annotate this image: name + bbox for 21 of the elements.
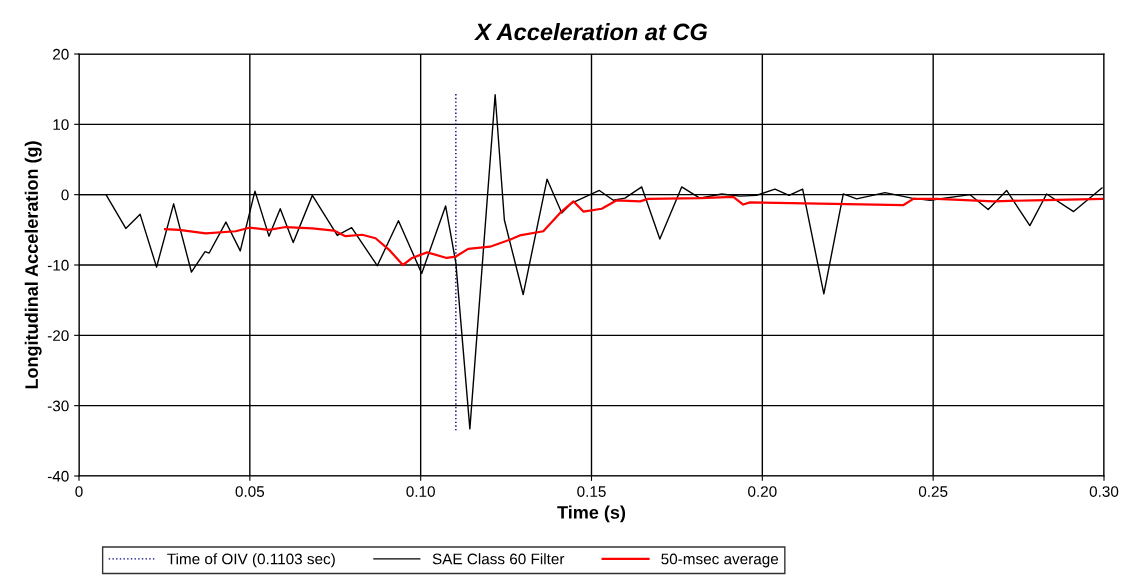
chart-title: X Acceleration at CG (474, 23, 708, 41)
y-tick-label: 20 (53, 48, 69, 60)
y-tick-label: -30 (47, 400, 69, 412)
y-tick-label: -20 (47, 330, 69, 342)
y-axis-title: Longitudinal Acceleration (g) (24, 141, 42, 389)
x-tick-label: 0.30 (1089, 486, 1119, 497)
y-tick-label: 10 (53, 119, 69, 131)
x-tick-label: 0.05 (235, 486, 265, 497)
x-axis-title: Time (s) (557, 505, 626, 523)
legend-label: 50-msec average (661, 553, 779, 568)
line-series (163, 195, 1104, 267)
x-tick-label: 0.10 (406, 486, 435, 497)
y-tick-label: -40 (47, 470, 69, 482)
y-tick-label: -10 (47, 259, 69, 271)
legend-label: SAE Class 60 Filter (432, 553, 565, 565)
legend-label: Time of OIV (0.1103 sec) (167, 553, 335, 568)
x-tick-label: 0 (75, 486, 83, 497)
y-tick-label: 0 (61, 189, 69, 201)
x-tick-label: 0.25 (918, 486, 948, 497)
x-tick-label: 0.20 (748, 486, 777, 497)
x-tick-label: 0.15 (577, 486, 606, 497)
